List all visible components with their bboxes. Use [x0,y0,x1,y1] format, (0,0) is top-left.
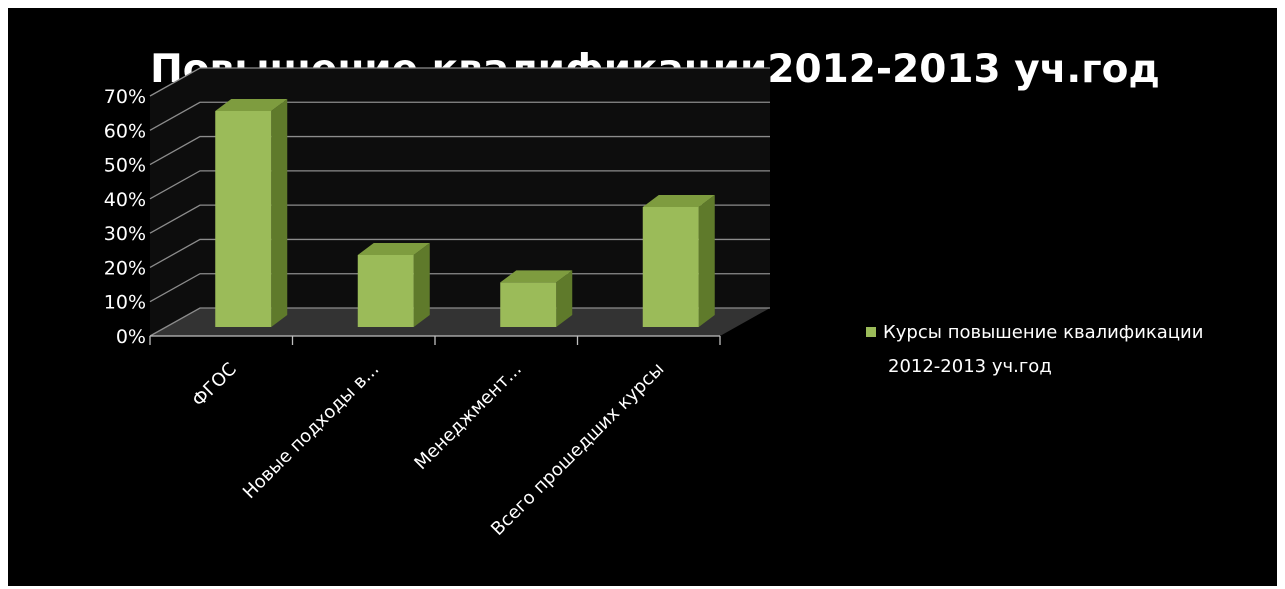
floor [150,308,770,336]
y-tick-label: 40% [104,189,146,211]
bar [215,111,272,327]
bar-top [357,243,430,255]
gridline [149,307,770,337]
bar [642,207,699,327]
y-tick-label: 70% [104,86,146,108]
x-tick-label: Всего прошедших курсы [487,359,668,540]
x-tick-label: Менеджмент... [410,359,525,474]
legend-label-continued: 2012-2013 уч.год [888,356,1052,377]
x-tick-label: ФГОС [188,359,240,411]
legend: Курсы повышение квалификации 2012-2013 у… [866,322,1203,377]
bar-top [500,270,573,283]
side-wall [150,68,200,336]
x-tick-label: Новые подходы в... [239,359,383,503]
bar-side [271,99,288,327]
y-tick-label: 0% [116,326,146,348]
gridline [149,238,770,268]
bar-top [642,195,715,207]
bar-side [698,195,715,327]
bar-top [215,99,288,111]
back-wall [200,68,770,308]
bar-side [413,243,430,327]
bar [357,255,414,327]
bar-side [556,270,573,327]
y-tick-label: 30% [104,223,146,245]
bar [500,282,557,327]
gridline [149,170,770,200]
legend-swatch [866,327,876,337]
y-tick-label: 20% [104,257,146,279]
gridline [149,135,770,166]
legend-label: Курсы повышение квалификации [883,322,1203,343]
gridline [149,273,770,303]
y-tick-label: 60% [104,120,146,142]
y-tick-label: 10% [104,292,146,314]
gridline [149,67,770,97]
gridline [149,101,770,131]
gridline [149,204,770,234]
y-tick-label: 50% [104,155,146,177]
